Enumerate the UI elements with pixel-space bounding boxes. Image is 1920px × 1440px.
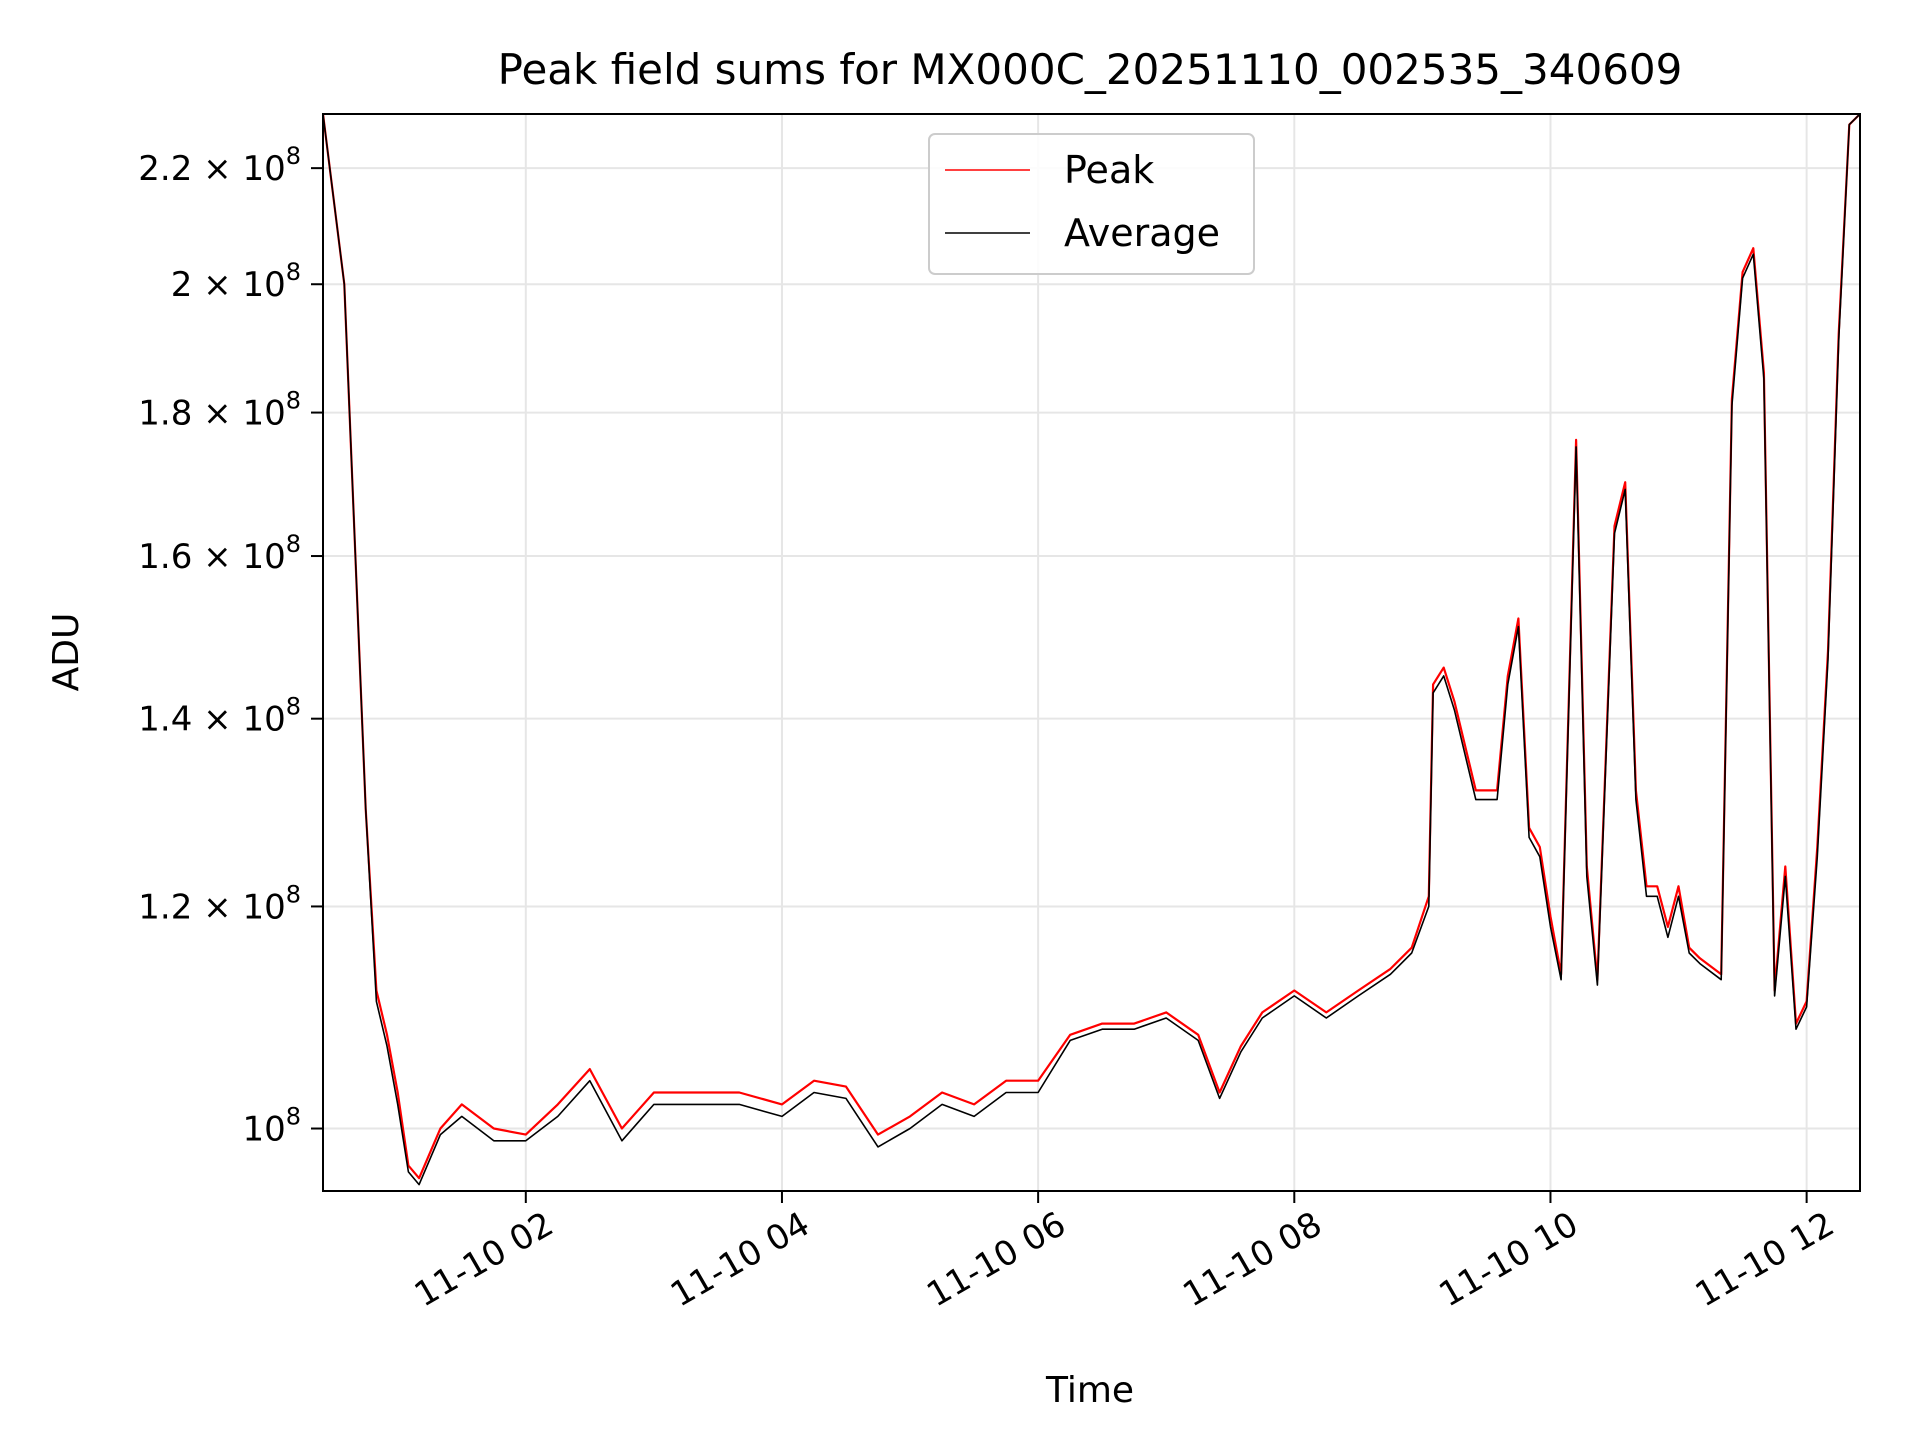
x-axis-label: Time	[1045, 1370, 1134, 1411]
plot-area	[323, 114, 1860, 1191]
chart-title: Peak field sums for MX000C_20251110_0025…	[498, 45, 1683, 94]
y-tick-label: 2.2 × 108	[138, 142, 301, 189]
y-tick-label: 1.6 × 108	[138, 530, 301, 577]
y-tick-label: 1.2 × 108	[138, 880, 301, 927]
legend-label-peak: Peak	[1064, 148, 1154, 192]
y-tick-label: 2 × 108	[171, 258, 301, 305]
y-axis-label: ADU	[46, 613, 87, 692]
legend-label-average: Average	[1064, 211, 1220, 255]
legend: Peak Average	[928, 133, 1255, 275]
plot-frame	[322, 113, 1861, 1192]
series-line-average	[322, 113, 1861, 1186]
y-axis: 2.2 × 108 2 × 108 1.8 × 108 1.6 × 108 1.4 × …	[138, 142, 323, 1150]
y-tick-label: 1.4 × 108	[138, 693, 301, 740]
legend-box	[928, 133, 1255, 275]
series-layer	[321, 113, 1861, 1186]
grid	[323, 114, 1860, 1191]
y-tick-label: 1.8 × 108	[138, 387, 301, 434]
